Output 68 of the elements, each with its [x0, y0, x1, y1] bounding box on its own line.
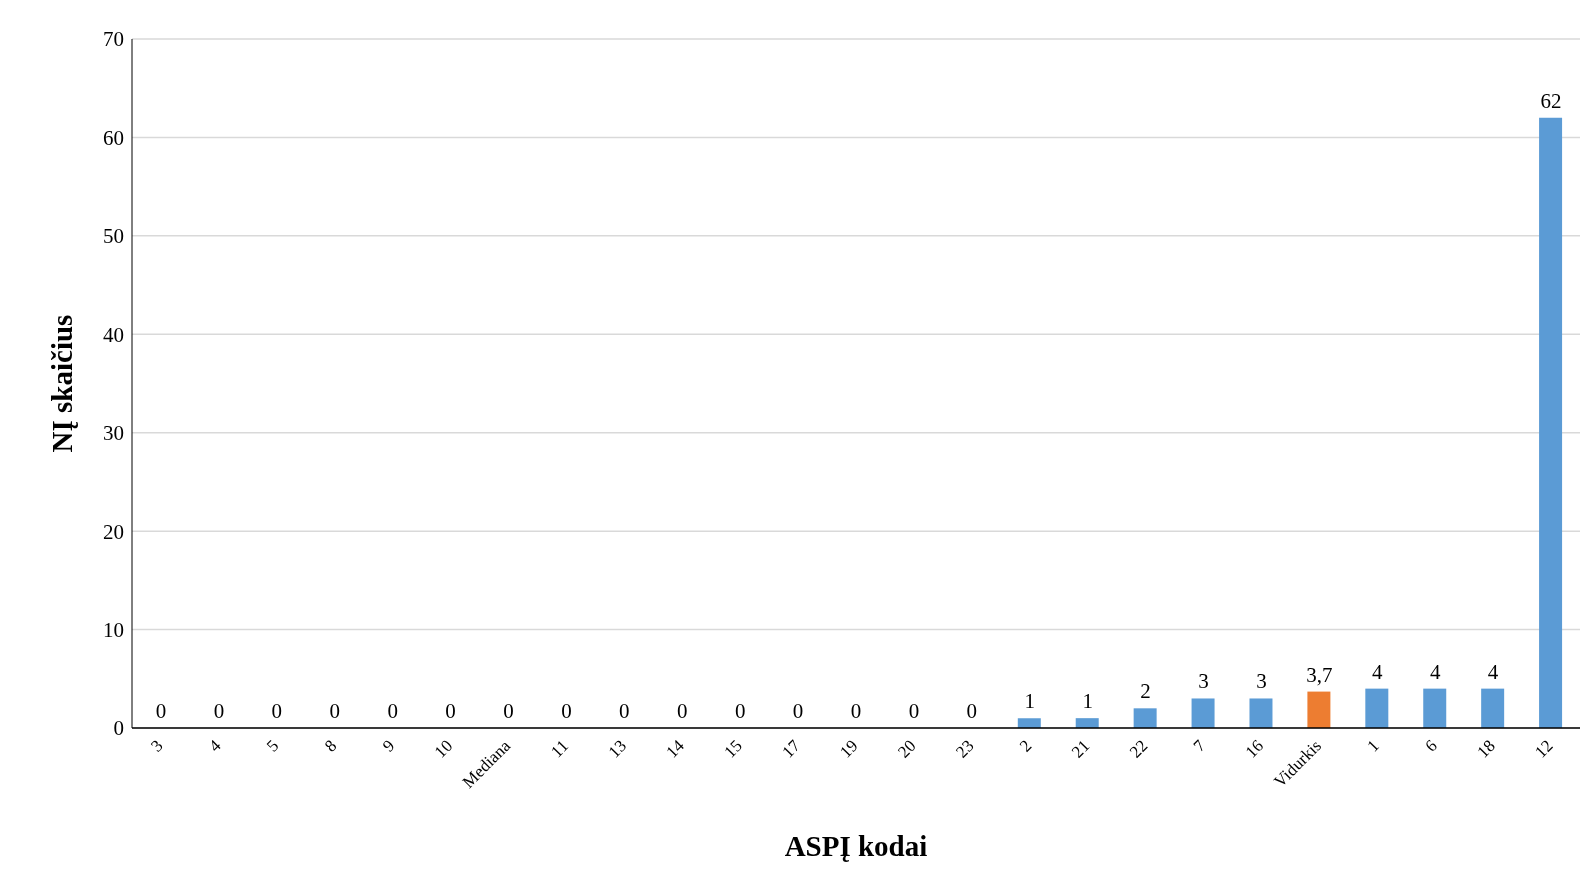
- x-axis-title: ASPĮ kodai: [784, 830, 928, 862]
- bar: [1539, 117, 1563, 728]
- bar: [1365, 688, 1389, 728]
- y-tick-label: 10: [103, 618, 124, 643]
- data-label: 0: [445, 699, 456, 723]
- x-tick-label: 9: [378, 736, 399, 756]
- data-label: 0: [792, 699, 804, 723]
- x-tick-label: 10: [430, 736, 457, 762]
- data-label: 1: [1082, 689, 1093, 714]
- data-label: 0: [213, 699, 225, 723]
- data-label: 0: [387, 699, 398, 723]
- x-tick-label: 21: [1067, 736, 1094, 762]
- data-label: 4: [1372, 659, 1384, 684]
- bar: [1075, 718, 1099, 728]
- x-tick-label: 14: [662, 735, 689, 762]
- x-tick-label: 8: [320, 736, 341, 756]
- x-tick-label: 12: [1531, 736, 1557, 762]
- data-label: 0: [329, 699, 340, 723]
- x-tick-label: 17: [778, 735, 805, 762]
- bar: [1017, 718, 1041, 728]
- x-tick-label: 11: [547, 736, 573, 762]
- x-tick-label: 1: [1363, 736, 1383, 756]
- bar: [1481, 688, 1505, 728]
- data-label: 0: [271, 699, 283, 723]
- y-tick-label: 70: [103, 27, 124, 52]
- x-tick-label: 7: [1189, 735, 1210, 756]
- x-tick-label: 13: [604, 736, 630, 762]
- x-tick-label: 5: [263, 736, 283, 756]
- data-label: 0: [908, 699, 920, 723]
- data-label: 2: [1140, 679, 1151, 704]
- data-label: 1: [1024, 689, 1036, 714]
- bar: [1423, 688, 1447, 728]
- x-tick-label: 19: [836, 736, 862, 762]
- x-tick-label: 2: [1015, 736, 1036, 756]
- x-tick-label: 15: [720, 736, 746, 762]
- y-tick-label: 30: [103, 421, 124, 446]
- y-tick-label: 50: [103, 224, 124, 249]
- x-tick-label: 4: [205, 735, 225, 756]
- data-label: 3: [1256, 669, 1267, 694]
- data-label: 3,7: [1306, 662, 1333, 687]
- y-tick-label: 20: [103, 519, 124, 544]
- data-label: 0: [561, 699, 572, 723]
- data-label: 0: [619, 699, 630, 723]
- data-label: 0: [676, 699, 688, 723]
- y-tick-label: 60: [103, 125, 124, 150]
- x-tick-label: 3: [147, 736, 167, 756]
- data-label: 0: [850, 699, 862, 723]
- data-label: 0: [734, 699, 746, 723]
- x-tick-label: 22: [1125, 736, 1152, 762]
- data-label: 0: [966, 699, 978, 723]
- data-label: 0: [503, 699, 514, 723]
- bar: [1191, 698, 1215, 728]
- bar: [1307, 691, 1331, 728]
- x-tick-label: 23: [952, 736, 978, 762]
- y-tick-label: 0: [113, 716, 124, 741]
- y-axis-title: NĮ skaičius: [46, 314, 79, 453]
- data-label: 0: [155, 699, 167, 723]
- data-label: 4: [1487, 659, 1499, 684]
- x-tick-label: 6: [1421, 736, 1441, 756]
- x-tick-label: 20: [894, 736, 920, 762]
- data-label: 3: [1198, 669, 1209, 694]
- bar: [1249, 698, 1273, 728]
- data-label: 62: [1540, 88, 1562, 113]
- x-tick-label: 18: [1473, 736, 1499, 762]
- data-label: 4: [1429, 659, 1441, 684]
- y-tick-label: 40: [103, 322, 124, 347]
- x-tick-label: 16: [1241, 736, 1268, 762]
- bar: [1133, 708, 1157, 728]
